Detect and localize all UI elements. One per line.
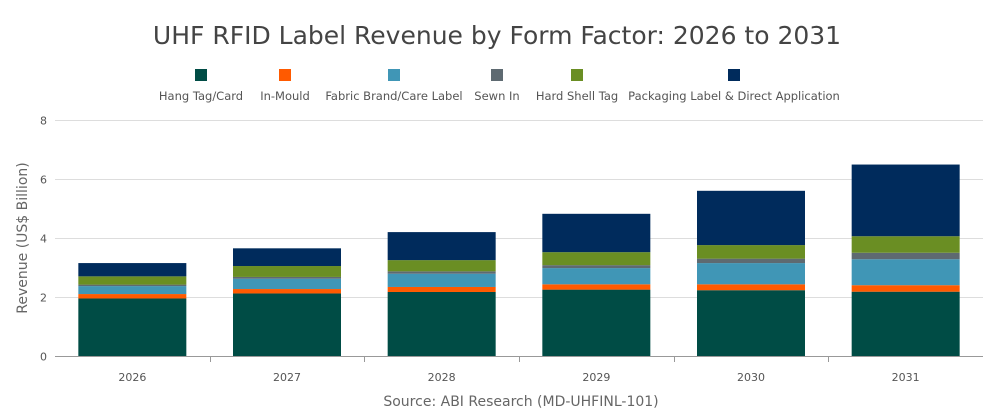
legend: Hang Tag/Card In-Mould Fabric Brand/Care L… xyxy=(159,69,840,103)
x-axis-ticks: 2026 2027 2028 2029 2030 2031 xyxy=(118,356,920,384)
y-tick-label: 2 xyxy=(40,292,47,305)
bar-segment xyxy=(233,266,341,277)
legend-label: In-Mould xyxy=(260,89,310,103)
gridlines xyxy=(55,120,983,298)
legend-swatch xyxy=(388,69,400,81)
bar-segment xyxy=(697,290,805,356)
legend-item: Hard Shell Tag xyxy=(536,69,618,103)
legend-label: Hard Shell Tag xyxy=(536,89,618,103)
y-tick-label: 4 xyxy=(40,233,47,246)
source-note: Source: ABI Research (MD-UHFINL-101) xyxy=(383,394,658,410)
bar-segment xyxy=(697,284,805,291)
bar-segment xyxy=(233,293,341,356)
bar-segment xyxy=(387,271,496,274)
bar-segment xyxy=(78,284,187,287)
bar-segment xyxy=(851,236,960,253)
legend-swatch xyxy=(491,69,503,81)
bar-segment xyxy=(542,252,651,266)
legend-swatch xyxy=(571,69,583,81)
x-tick-label: 2027 xyxy=(273,371,301,384)
bar-segment xyxy=(387,286,496,292)
bar-segment xyxy=(542,213,651,253)
x-tick-label: 2031 xyxy=(892,371,920,384)
bar-segment xyxy=(851,164,960,237)
bar-segment xyxy=(387,273,496,287)
x-tick-label: 2026 xyxy=(118,371,146,384)
legend-item: Sewn In xyxy=(474,69,520,103)
legend-label: Fabric Brand/Care Label xyxy=(325,89,462,103)
legend-item: Packaging Label & Direct Application xyxy=(628,69,840,103)
bar-segment xyxy=(78,263,187,277)
bar-segment xyxy=(851,285,960,292)
y-tick-label: 8 xyxy=(40,115,47,128)
bar-segment xyxy=(697,245,805,259)
bar-segment xyxy=(697,258,805,264)
bar-segment xyxy=(851,291,960,356)
x-tick-label: 2030 xyxy=(737,371,765,384)
bar-segment xyxy=(542,284,651,290)
bar-segment xyxy=(542,268,651,285)
bar-segment xyxy=(233,289,341,294)
bar-segment xyxy=(851,259,960,286)
bar-segment xyxy=(78,286,187,295)
x-tick-label: 2029 xyxy=(582,371,610,384)
bar-segment xyxy=(78,298,187,356)
legend-item: Hang Tag/Card xyxy=(159,69,243,103)
y-tick-label: 6 xyxy=(40,174,47,187)
bar-segment xyxy=(697,263,805,285)
bar-segment xyxy=(387,291,496,356)
chart-title: UHF RFID Label Revenue by Form Factor: 2… xyxy=(153,21,841,50)
legend-label: Packaging Label & Direct Application xyxy=(628,89,840,103)
legend-label: Hang Tag/Card xyxy=(159,89,243,103)
bar-segment xyxy=(387,260,496,272)
bar-segment xyxy=(387,232,496,261)
bar-segment xyxy=(233,276,341,279)
legend-swatch xyxy=(195,69,207,81)
bar-segment xyxy=(78,276,187,285)
legend-swatch xyxy=(279,69,291,81)
bar-segment xyxy=(78,294,187,299)
bar-segment xyxy=(542,289,651,356)
y-axis-label: Revenue (US$ Billion) xyxy=(15,162,31,313)
legend-swatch xyxy=(728,69,740,81)
legend-item: In-Mould xyxy=(260,69,310,103)
bar-segment xyxy=(233,248,341,267)
x-tick-label: 2028 xyxy=(428,371,456,384)
y-tick-label: 0 xyxy=(40,351,47,364)
bar-segment xyxy=(851,252,960,260)
bar-segment xyxy=(697,190,805,246)
y-axis-ticks: 0 2 4 6 8 xyxy=(40,115,47,364)
legend-label: Sewn In xyxy=(474,89,519,103)
legend-item: Fabric Brand/Care Label xyxy=(325,69,463,103)
bar-segment xyxy=(233,278,341,290)
bar-segment xyxy=(542,265,651,269)
bars xyxy=(78,164,960,356)
